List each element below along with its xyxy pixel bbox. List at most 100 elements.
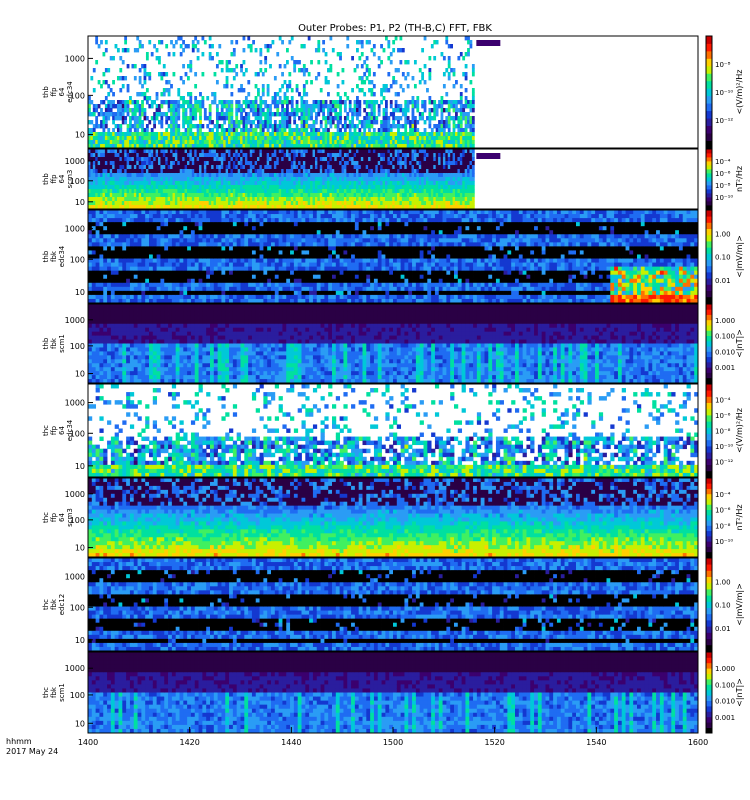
heatmap-cell <box>155 165 159 170</box>
heatmap-cell <box>145 290 150 296</box>
heatmap-cell <box>295 144 299 149</box>
heatmap-cell <box>435 108 439 113</box>
heatmap-cell <box>264 205 268 210</box>
heatmap-cell <box>133 108 137 113</box>
heatmap-cell <box>471 193 475 198</box>
heatmap-cell <box>116 149 120 154</box>
heatmap-cell <box>114 144 118 149</box>
heatmap-cell <box>433 149 437 154</box>
heatmap-cell <box>145 298 150 304</box>
heatmap-cell <box>182 149 185 154</box>
heatmap-cell <box>88 185 91 190</box>
heatmap-cell <box>286 116 289 121</box>
heatmap-cell <box>160 116 164 121</box>
heatmap-cell <box>445 153 449 158</box>
heatmap-cell <box>182 124 185 129</box>
heatmap-cell <box>455 112 458 117</box>
heatmap-cell <box>199 185 202 190</box>
heatmap-cell <box>156 222 161 227</box>
heatmap-cell <box>273 165 277 170</box>
heatmap-cell <box>392 132 396 137</box>
heatmap-cell <box>312 193 316 198</box>
heatmap-cell <box>126 173 130 178</box>
heatmap-cell <box>372 161 376 166</box>
heatmap-cell <box>118 254 123 259</box>
heatmap-cell <box>389 165 393 170</box>
heatmap-cell <box>107 270 112 276</box>
heatmap-cell <box>107 132 111 137</box>
heatmap-cell <box>112 193 115 198</box>
heatmap-cell <box>228 177 231 182</box>
heatmap-cell <box>110 234 116 239</box>
heatmap-cell <box>397 173 400 178</box>
heatmap-cell <box>90 140 94 145</box>
heatmap-cell <box>136 181 140 186</box>
heatmap-cell <box>143 68 147 73</box>
heatmap-cell <box>213 173 217 178</box>
heatmap-cell <box>360 140 364 145</box>
heatmap-cell <box>358 201 362 206</box>
heatmap-cell <box>88 214 93 219</box>
heatmap-cell <box>95 124 99 129</box>
heatmap-cell <box>314 165 318 170</box>
heatmap-cell <box>368 144 371 149</box>
heatmap-cell <box>423 120 427 125</box>
heatmap-cell <box>300 149 304 154</box>
heatmap-cell <box>442 120 446 125</box>
heatmap-cell <box>281 205 284 210</box>
heatmap-cell <box>450 100 453 105</box>
heatmap-cell <box>162 205 166 210</box>
heatmap-cell <box>179 96 183 101</box>
heatmap-cell <box>264 153 268 158</box>
heatmap-cell <box>377 189 381 194</box>
heatmap-cell <box>457 201 461 206</box>
heatmap-cell <box>119 144 123 149</box>
heatmap-cell <box>411 144 415 149</box>
heatmap-cell <box>314 112 318 117</box>
heatmap-cell <box>312 165 316 170</box>
heatmap-cell <box>228 193 231 198</box>
heatmap-cell <box>206 169 210 174</box>
heatmap-cell <box>343 189 347 194</box>
heatmap-cell <box>298 116 301 121</box>
heatmap-cell <box>230 120 234 125</box>
heatmap-cell <box>119 197 123 202</box>
heatmap-cell <box>327 169 330 174</box>
heatmap-cell <box>156 278 161 284</box>
heatmap-cell <box>191 136 195 141</box>
heatmap-cell <box>167 92 171 97</box>
heatmap-cell <box>442 124 446 129</box>
heatmap-cell <box>141 181 144 186</box>
heatmap-cell <box>211 132 214 137</box>
heatmap-cell <box>124 197 128 202</box>
heatmap-cell <box>242 165 246 170</box>
heatmap-cell <box>150 116 154 121</box>
heatmap-cell <box>447 128 451 133</box>
heatmap-cell <box>351 153 354 158</box>
heatmap-cell <box>112 177 115 182</box>
heatmap-cell <box>100 120 103 125</box>
heatmap-cell <box>341 132 345 137</box>
heatmap-cell <box>230 108 234 113</box>
heatmap-cell <box>167 205 171 210</box>
heatmap-cell <box>102 173 106 178</box>
heatmap-cell <box>103 226 108 231</box>
heatmap-cell <box>201 36 205 41</box>
heatmap-cell <box>423 189 427 194</box>
heatmap-cell <box>450 169 453 174</box>
heatmap-cell <box>90 201 94 206</box>
heatmap-cell <box>302 64 306 69</box>
heatmap-cell <box>126 144 130 149</box>
heatmap-cell <box>329 157 333 162</box>
heatmap-cell <box>95 242 100 247</box>
heatmap-cell <box>240 136 243 141</box>
heatmap-cell <box>343 140 347 145</box>
heatmap-cell <box>278 88 282 93</box>
heatmap-cell <box>370 132 374 137</box>
heatmap-cell <box>455 149 458 154</box>
heatmap-cell <box>99 258 104 263</box>
heatmap-cell <box>97 165 101 170</box>
heatmap-cell <box>88 201 91 206</box>
heatmap-cell <box>215 169 219 174</box>
heatmap-cell <box>220 181 224 186</box>
